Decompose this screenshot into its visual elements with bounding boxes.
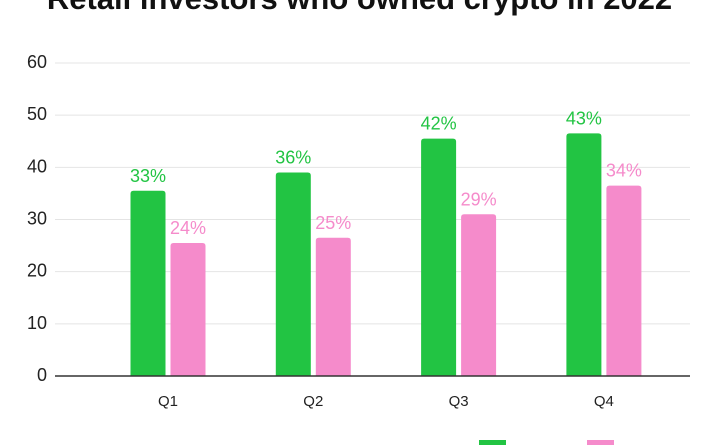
y-tick-label: 50 — [27, 104, 47, 124]
x-tick-label: Q4 — [594, 393, 614, 410]
legend-swatch — [587, 440, 614, 445]
x-tick-label: Q2 — [303, 393, 323, 410]
y-tick-label: 10 — [27, 313, 47, 333]
bar — [170, 242, 206, 376]
y-axis-ticks: 0 10 20 30 40 50 60 — [27, 52, 47, 385]
bar — [461, 214, 497, 376]
y-tick-label: 40 — [27, 156, 47, 176]
data-labels: 33% 24% 36% 25% 42% 29% 43% 34% — [130, 108, 642, 238]
y-tick-label: 30 — [27, 209, 47, 229]
data-label: 43% — [566, 108, 602, 128]
bar — [275, 172, 311, 376]
y-tick-label: 60 — [27, 52, 47, 72]
legend — [479, 440, 614, 445]
chart-title: Retail investors who owned crypto in 202… — [0, 0, 719, 17]
data-label: 29% — [461, 189, 497, 209]
x-tick-label: Q1 — [158, 393, 178, 410]
x-tick-label: Q3 — [449, 393, 469, 410]
data-label: 34% — [606, 161, 642, 181]
data-label: 24% — [170, 218, 206, 238]
y-tick-label: 20 — [27, 261, 47, 281]
bar — [130, 190, 166, 376]
data-label: 36% — [275, 148, 311, 168]
bar — [566, 133, 602, 376]
bar — [315, 237, 351, 376]
data-label: 42% — [421, 114, 457, 134]
bar — [421, 138, 457, 376]
bar — [606, 185, 642, 376]
legend-swatch — [479, 440, 506, 445]
bars — [130, 133, 642, 376]
data-label: 33% — [130, 166, 166, 186]
x-axis-ticks: Q1 Q2 Q3 Q4 — [158, 393, 614, 410]
y-tick-label: 0 — [37, 365, 47, 385]
data-label: 25% — [315, 213, 351, 233]
